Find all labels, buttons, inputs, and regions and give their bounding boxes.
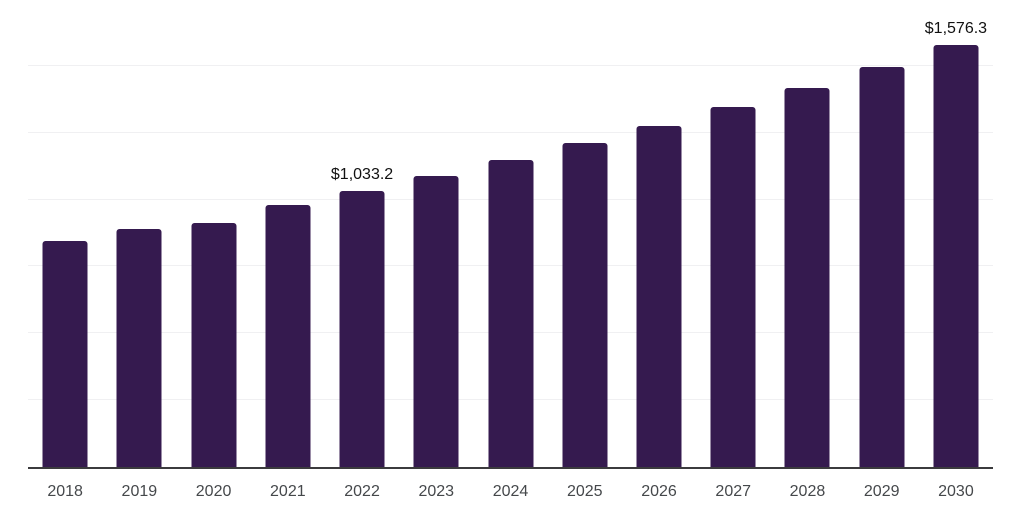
x-tick-2026: 2026 xyxy=(641,483,677,500)
x-tick-2030: 2030 xyxy=(938,483,974,500)
bar-slot-2026: 2026 xyxy=(622,1,696,500)
bar-slot-2030: $1,576.3 2030 xyxy=(919,1,993,500)
bar-2023 xyxy=(413,175,459,467)
gridline-1250 xyxy=(28,131,993,133)
x-tick-2020: 2020 xyxy=(195,483,232,500)
bar-slot-2020: 2020 xyxy=(176,1,250,500)
bar-slot-2027: 2027 xyxy=(696,1,770,500)
bar-slots: 2018 2019 2020 2021 $1,033.2 2022 2023 2024 2025… xyxy=(28,1,993,500)
bar-2022 xyxy=(339,190,385,467)
bar-2021 xyxy=(265,205,311,467)
x-tick-2021: 2021 xyxy=(270,483,306,500)
x-tick-2025: 2025 xyxy=(566,483,603,500)
x-tick-2023: 2023 xyxy=(418,483,455,500)
x-tick-2019: 2019 xyxy=(121,483,158,500)
bar-2028 xyxy=(784,87,830,467)
bar-2030 xyxy=(933,45,979,467)
bar-2024 xyxy=(488,159,534,467)
x-tick-2028: 2028 xyxy=(789,483,826,500)
bar-2026 xyxy=(636,125,682,467)
bar-slot-2022: $1,033.2 2022 xyxy=(325,1,399,499)
bar-slot-2029: 2029 xyxy=(845,1,919,500)
bar-2025 xyxy=(562,143,608,467)
bar-slot-2024: 2024 xyxy=(473,1,547,500)
x-tick-2024: 2024 xyxy=(492,483,529,500)
bar-slot-2021: 2021 xyxy=(251,1,325,500)
bar-2018 xyxy=(42,240,88,467)
x-tick-2029: 2029 xyxy=(863,483,900,500)
bar-2029 xyxy=(859,67,905,467)
x-tick-2027: 2027 xyxy=(715,483,752,500)
bar-2019 xyxy=(116,229,162,467)
bar-slot-2025: 2025 xyxy=(548,1,622,500)
bar-slot-2019: 2019 xyxy=(102,1,176,500)
bar-2020 xyxy=(191,223,237,467)
bar-slot-2028: 2028 xyxy=(770,1,844,500)
gridline-1500 xyxy=(28,64,993,66)
bar-slot-2018: 2018 xyxy=(28,1,102,500)
data-label-2030: $1,576.3 xyxy=(924,20,988,38)
x-tick-2018: 2018 xyxy=(47,483,83,500)
plot-area: 2018 2019 2020 2021 $1,033.2 2022 2023 2024 2025… xyxy=(28,1,993,500)
x-tick-2022: 2022 xyxy=(344,483,380,500)
bar-slot-2023: 2023 xyxy=(399,1,473,500)
data-label-2022: $1,033.2 xyxy=(330,165,394,183)
bar-2027 xyxy=(710,107,756,467)
